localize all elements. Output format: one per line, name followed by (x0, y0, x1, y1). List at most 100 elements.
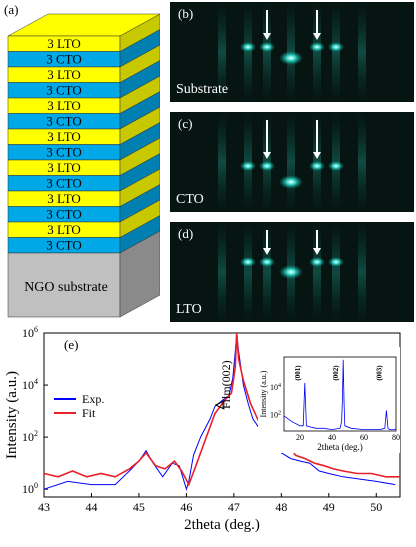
x-tick-label: 46 (180, 500, 192, 514)
arrow-head-icon (263, 248, 271, 255)
layer-label: 3 CTO (46, 83, 82, 98)
arrow-head-icon (263, 152, 271, 159)
rheed-image-cto: (c) CTO (170, 112, 414, 212)
annotation-arrow-icon (214, 400, 225, 410)
x-tick-label: 50 (370, 500, 382, 514)
inset-x-tick-label: 80 (392, 433, 400, 442)
layer-label: 3 CTO (46, 238, 82, 253)
legend-entry: Exp. (82, 392, 104, 406)
layer-side-12 (119, 199, 160, 238)
layer-side-4 (119, 75, 160, 114)
layer-label: 3 LTO (47, 129, 81, 144)
inset-series-line (283, 359, 396, 431)
layer-label: 3 LTO (47, 191, 81, 206)
rheed-spot (240, 257, 256, 267)
series-line-fit (43, 332, 400, 487)
xrd-chart: 43 44 45 46 47 48 49 50 100 102 104 106 2theta (deg.… (4, 325, 401, 533)
inset-x-tick-label: 20 (296, 433, 304, 442)
layer-side-13 (119, 215, 160, 254)
rheed-streak (287, 112, 295, 212)
rheed-caption-cto: CTO (176, 192, 204, 207)
layer-label: 3 LTO (47, 222, 81, 237)
rheed-image-substrate: (b) Substrate (170, 2, 414, 102)
rheed-streak (263, 222, 271, 322)
x-tick-label: 47 (228, 500, 240, 514)
layer-label: 3 CTO (46, 207, 82, 222)
panel-d-label: (d) (178, 226, 194, 241)
layer-side-3 (119, 60, 160, 99)
rheed-spot (328, 42, 344, 52)
inset-peak-label: (003) (375, 365, 383, 381)
rheed-streak (358, 222, 366, 322)
y-tick-label: 102 (22, 429, 38, 444)
rheed-streak (244, 222, 252, 322)
layer-side-1 (119, 29, 160, 68)
y-tick-label: 106 (22, 325, 38, 340)
x-tick-label: 45 (133, 500, 145, 514)
rheed-streak (332, 222, 340, 322)
layer-side-9 (119, 153, 160, 192)
y-tick-label: 100 (22, 481, 38, 496)
inset-peak-label: (002) (332, 365, 340, 381)
inset-y-axis-label: Intensity (a.u.) (259, 370, 268, 417)
inset-x-axis-label: 2theta (deg.) (317, 442, 362, 452)
rheed-spot (240, 161, 256, 171)
arrow-head-icon (313, 152, 321, 159)
layer-label: 3 CTO (46, 52, 82, 67)
substrate-front (7, 252, 121, 318)
rheed-image-lto: (d) LTO (170, 222, 414, 322)
rheed-spot (259, 161, 275, 171)
rheed-spot (309, 257, 325, 267)
inset-x-tick-label: 60 (360, 433, 368, 442)
rheed-streak (358, 112, 366, 212)
rheed-caption-lto: LTO (176, 302, 202, 317)
layer-label: 3 LTO (47, 98, 81, 113)
rheed-spot (259, 257, 275, 267)
substrate-side (119, 230, 160, 318)
rheed-spot (309, 42, 325, 52)
layer-side-5 (119, 91, 160, 130)
rheed-streak (218, 222, 226, 322)
rheed-streak (218, 112, 226, 212)
rheed-streak (218, 2, 226, 102)
rheed-specular-spot (279, 265, 303, 279)
y-axis-label: Intensity (a.u.) (4, 371, 20, 459)
layer-side-11 (119, 184, 160, 223)
layer-side-2 (119, 44, 160, 83)
x-tick-label: 48 (275, 500, 287, 514)
inset-x-tick-label: 40 (328, 433, 336, 442)
inset-y-tick-label: 104 (270, 383, 281, 392)
rheed-spot (259, 42, 275, 52)
y-tick-label: 104 (22, 377, 38, 392)
rheed-spot (328, 161, 344, 171)
rheed-spot (240, 42, 256, 52)
rheed-caption-substrate: Substrate (176, 82, 229, 97)
x-tick-label: 49 (323, 500, 335, 514)
inset-peak-label: (001) (294, 365, 302, 381)
panel-a-label: (a) (4, 2, 19, 17)
annotation-film-002: Film(002) (219, 360, 233, 409)
x-tick-label: 44 (85, 500, 97, 514)
rheed-streak (358, 2, 366, 102)
panel-b-label: (b) (178, 6, 194, 21)
rheed-specular-spot (279, 175, 303, 189)
x-axis-label: 2theta (deg.) (184, 517, 260, 533)
layer-side-10 (119, 168, 160, 207)
layer-label: 3 LTO (47, 36, 81, 51)
layer-side-0 (119, 13, 160, 52)
inset-background (258, 347, 400, 453)
substrate-label: NGO substrate (24, 280, 108, 295)
inset-y-tick-label: 102 (270, 411, 281, 420)
rheed-spot (328, 257, 344, 267)
arrow-head-icon (263, 33, 271, 40)
layer-label: 3 LTO (47, 160, 81, 175)
layer-label: 3 CTO (46, 145, 82, 160)
inset-frame (283, 356, 397, 432)
arrow-head-icon (313, 248, 321, 255)
layer-side-7 (119, 122, 160, 161)
layer-side-8 (119, 137, 160, 176)
layer-side-6 (119, 106, 160, 145)
arrow-head-icon (313, 33, 321, 40)
layer-label: 3 CTO (46, 176, 82, 191)
